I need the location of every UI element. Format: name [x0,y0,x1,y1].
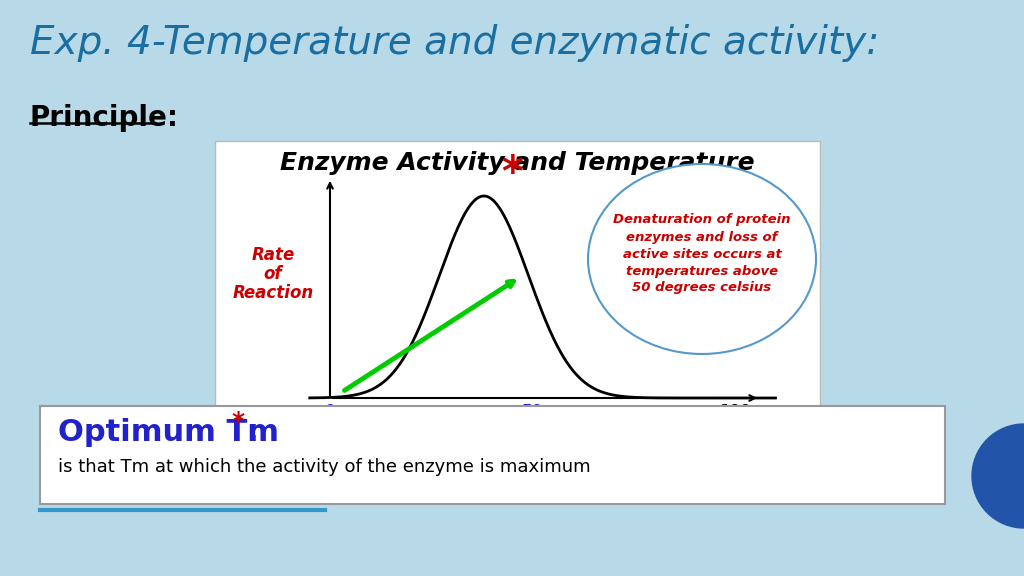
Text: *: * [501,153,523,195]
Text: Exp. 4-Temperature and enzymatic activity:: Exp. 4-Temperature and enzymatic activit… [30,24,880,62]
Text: Enzyme Activity and Temperature: Enzyme Activity and Temperature [281,151,755,175]
Text: Principle:: Principle: [30,104,179,132]
Text: is that Tm at which the activity of the enzyme is maximum: is that Tm at which the activity of the … [58,458,591,476]
FancyBboxPatch shape [215,141,820,446]
Text: Temperature (C): Temperature (C) [523,432,664,447]
Ellipse shape [588,164,816,354]
Text: :: : [247,418,259,447]
Text: Denaturation of protein
enzymes and loss of
active sites occurs at
temperatures : Denaturation of protein enzymes and loss… [613,214,791,294]
Text: 0: 0 [325,404,335,419]
Text: of: of [264,265,283,283]
FancyBboxPatch shape [40,406,945,504]
Text: Reaction: Reaction [232,284,313,302]
Text: *: * [232,410,245,434]
Text: Optimum Tm: Optimum Tm [58,418,279,447]
Text: Low activity < Optimum Tm: Low activity < Optimum Tm [209,430,391,442]
Text: Rate: Rate [251,246,295,264]
Text: 100: 100 [719,404,751,419]
Circle shape [972,424,1024,528]
Ellipse shape [182,417,418,455]
Text: 50: 50 [522,404,543,419]
